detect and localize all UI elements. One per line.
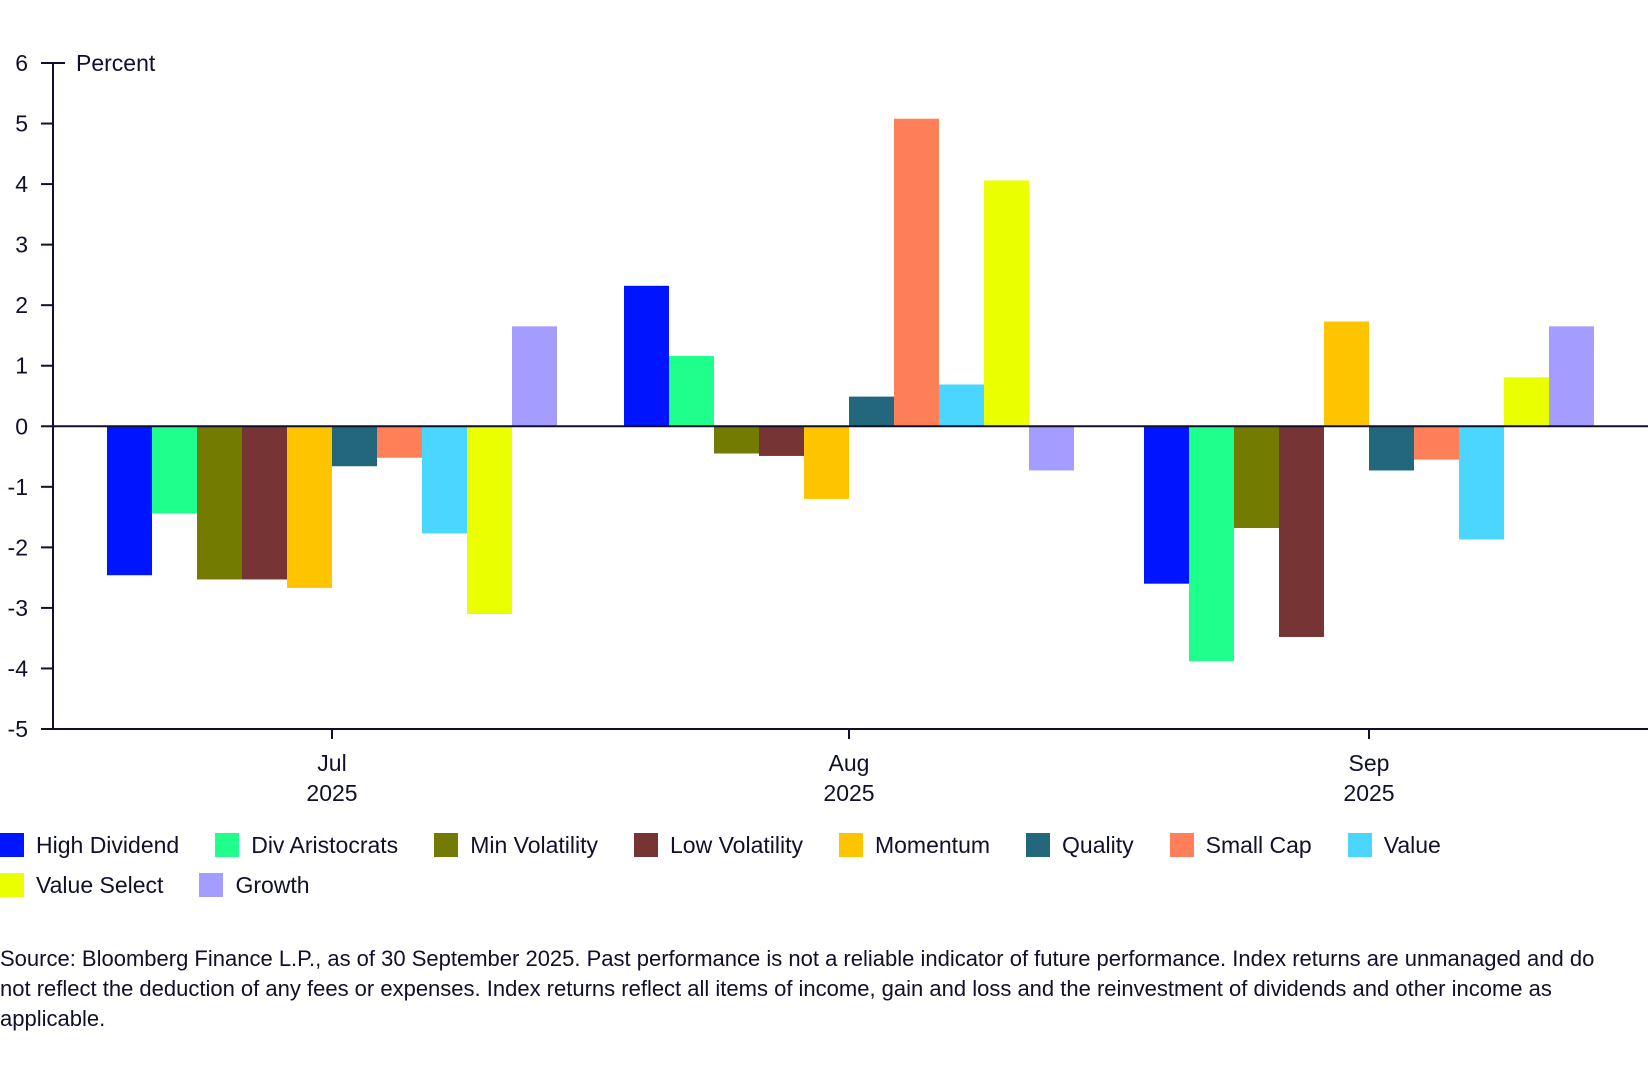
y-tick-label: -1 <box>8 474 28 500</box>
y-tick-label: -4 <box>8 655 29 681</box>
legend-label: Small Cap <box>1205 831 1312 858</box>
bar-value <box>939 384 984 427</box>
bar-value-select <box>467 426 512 614</box>
bar-value <box>422 426 467 534</box>
bar-momentum <box>804 426 849 499</box>
y-tick-label: 5 <box>15 111 28 137</box>
bar-value-select <box>1504 377 1549 427</box>
bar-div-aristocrats <box>152 426 197 514</box>
legend-item: High Dividend <box>0 832 179 858</box>
bar-low-volatility <box>242 426 287 580</box>
bar-high-dividend <box>1144 426 1189 584</box>
x-tick-label-year: 2025 <box>306 780 357 806</box>
y-tick-label: 4 <box>15 171 28 197</box>
bar-high-dividend <box>107 426 152 576</box>
legend-item: Growth <box>199 871 310 898</box>
legend-label: Div Aristocrats <box>251 831 399 858</box>
bar-growth <box>1549 326 1594 427</box>
bar-div-aristocrats <box>669 356 714 427</box>
legend-label: Value Select <box>36 871 164 898</box>
y-tick-label: 3 <box>15 232 28 258</box>
legend-item: Momentum <box>838 831 991 858</box>
legend-swatch <box>434 833 459 857</box>
y-axis-label: Percent <box>76 50 156 76</box>
legend-swatch <box>1026 833 1051 857</box>
legend-swatch <box>199 873 224 897</box>
bar-growth <box>1029 426 1074 471</box>
bar-low-volatility <box>1279 426 1324 637</box>
bar-low-volatility <box>759 426 804 456</box>
bar-value <box>1459 426 1504 540</box>
legend-swatch <box>0 833 24 857</box>
bar-chart: 6 5 4 3 2 1 0 -1 -2 -3 -4 -5 Percent Jul 2025 Aug 2025 Se… <box>8 50 1648 806</box>
y-tick-label: 0 <box>15 413 28 439</box>
legend-label: Growth <box>235 871 310 898</box>
bar-value-select <box>984 180 1029 427</box>
y-tick-label: 6 <box>15 50 28 76</box>
legend-swatch <box>838 833 863 857</box>
y-tick-label: 1 <box>15 353 28 379</box>
legend-label: Min Volatility <box>470 831 599 858</box>
bar-growth <box>512 326 557 427</box>
legend-label: Value <box>1383 831 1441 858</box>
y-tick-label: 2 <box>15 292 28 318</box>
legend-item: Min Volatility <box>434 832 598 858</box>
bar-small-cap <box>894 118 939 427</box>
legend-label: Low Volatility <box>670 831 803 858</box>
bar-div-aristocrats <box>1189 426 1234 662</box>
bar-min-volatility <box>197 426 242 580</box>
legend-item: Value <box>1347 831 1441 858</box>
bar-min-volatility <box>714 426 759 454</box>
legend: High Dividend Div Aristocrats Min Volatili… <box>0 832 1640 898</box>
legend-swatch <box>1347 833 1372 857</box>
bar-quality <box>1369 426 1414 471</box>
x-tick-label-month: Aug <box>829 750 870 776</box>
y-tick-label: -5 <box>8 716 28 742</box>
legend-item: Value Select <box>0 872 163 898</box>
legend-swatch <box>215 833 240 857</box>
legend-item: Div Aristocrats <box>215 832 398 858</box>
y-tick-label: -3 <box>8 595 28 621</box>
y-tick-label: -2 <box>8 534 28 560</box>
x-tick-label-year: 2025 <box>823 780 874 806</box>
source-footnote: Source: Bloomberg Finance L.P., as of 30… <box>0 946 1595 1031</box>
bar-quality <box>849 396 894 427</box>
legend-label: Momentum <box>874 831 991 858</box>
legend-item: Low Volatility <box>634 832 803 858</box>
legend-item: Small Cap <box>1169 831 1312 858</box>
bar-quality <box>332 426 377 467</box>
legend-swatch <box>634 833 659 857</box>
legend-item: Quality <box>1026 832 1134 858</box>
bar-min-volatility <box>1234 426 1279 528</box>
bar-momentum <box>1324 321 1369 427</box>
x-tick-label-month: Jul <box>317 750 346 776</box>
x-tick-label-month: Sep <box>1349 750 1390 776</box>
x-tick-label-year: 2025 <box>1343 780 1394 806</box>
bar-small-cap <box>377 426 422 458</box>
legend-label: Quality <box>1062 831 1134 858</box>
bar-high-dividend <box>624 285 669 427</box>
bar-momentum <box>287 426 332 588</box>
legend-swatch <box>1169 833 1194 857</box>
legend-label: High Dividend <box>36 831 180 858</box>
legend-swatch <box>0 873 24 897</box>
bar-small-cap <box>1414 426 1459 460</box>
